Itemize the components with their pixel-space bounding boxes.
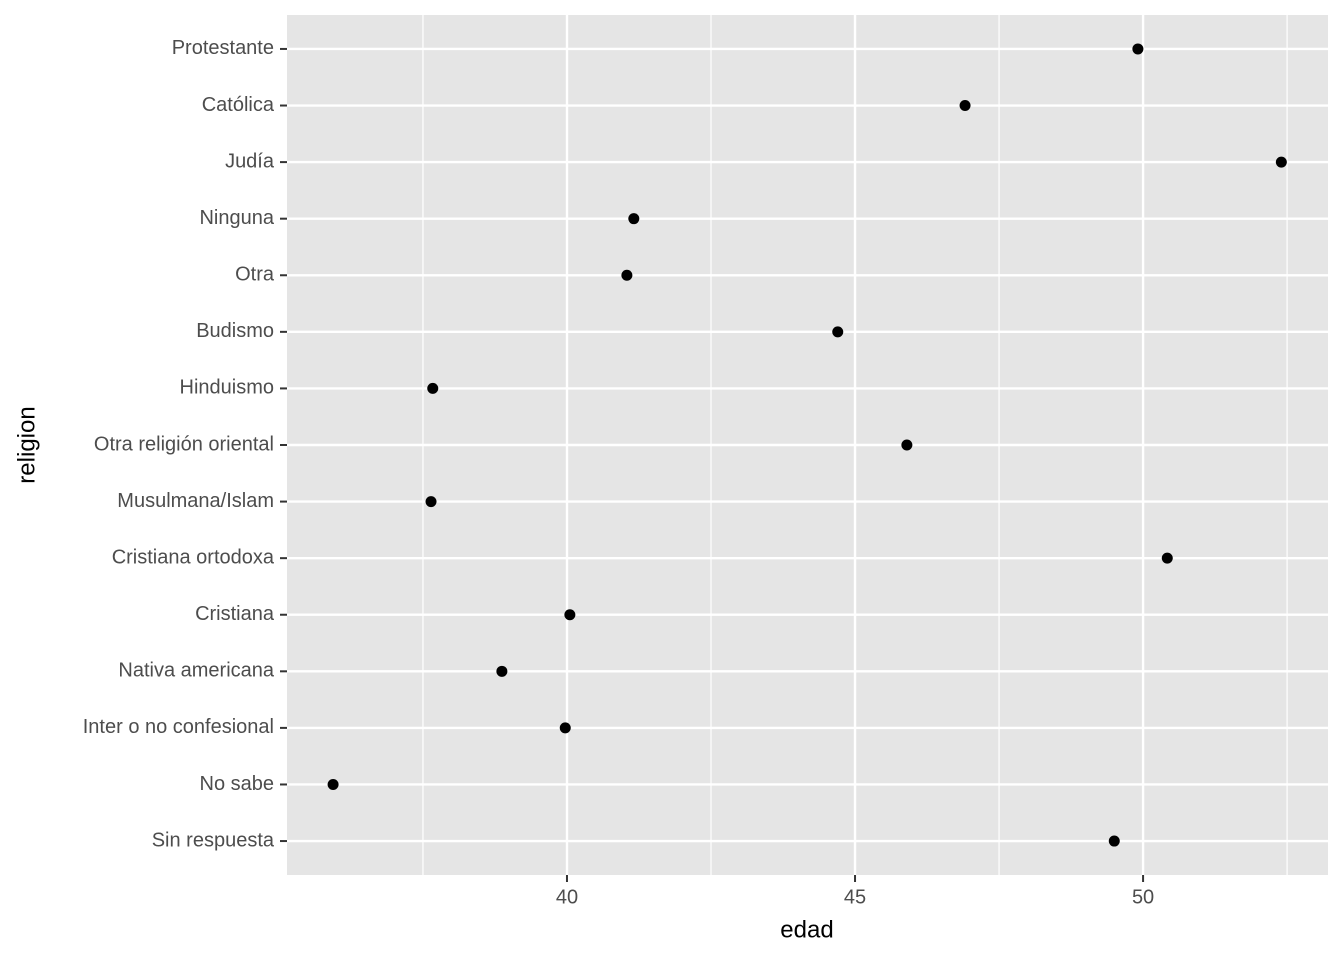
grid [287, 15, 1328, 875]
point [1275, 156, 1287, 168]
point [621, 269, 633, 281]
y-tick-label: Inter o no confesional [83, 716, 274, 738]
y-tick-label: Otra religión oriental [94, 433, 274, 455]
point [1161, 552, 1173, 564]
x-tick-label: 40 [556, 886, 578, 908]
point [628, 213, 640, 225]
y-tick-label: Católica [202, 94, 275, 116]
y-tick-label: Budismo [196, 320, 274, 342]
x-axis-title: edad [780, 916, 833, 943]
y-tick-label: Otra [235, 264, 275, 286]
point [832, 326, 844, 338]
x-tick-label: 45 [844, 886, 866, 908]
marks [327, 43, 1287, 847]
y-tick-label: Nativa americana [118, 660, 275, 682]
y-tick-label: Hinduismo [180, 377, 274, 399]
point [901, 439, 913, 451]
y-tick-label: Protestante [172, 37, 274, 59]
point [1108, 835, 1120, 847]
y-tick-label: Cristiana ortodoxa [112, 546, 275, 568]
point [959, 100, 971, 112]
y-tick-label: Sin respuesta [152, 829, 275, 851]
y-tick-label: No sabe [200, 773, 275, 795]
y-tick-label: Ninguna [199, 207, 274, 229]
point [564, 609, 576, 621]
point [1132, 43, 1144, 55]
x-tick-label: 50 [1132, 886, 1154, 908]
y-axis-title: religion [13, 406, 40, 483]
y-tick-label: Musulmana/Islam [117, 490, 274, 512]
point [496, 665, 508, 677]
point [427, 382, 439, 394]
y-tick-label: Judía [225, 150, 275, 172]
point [425, 496, 437, 508]
point [327, 778, 339, 790]
y-tick-label: Cristiana [195, 603, 275, 625]
point [559, 722, 571, 734]
